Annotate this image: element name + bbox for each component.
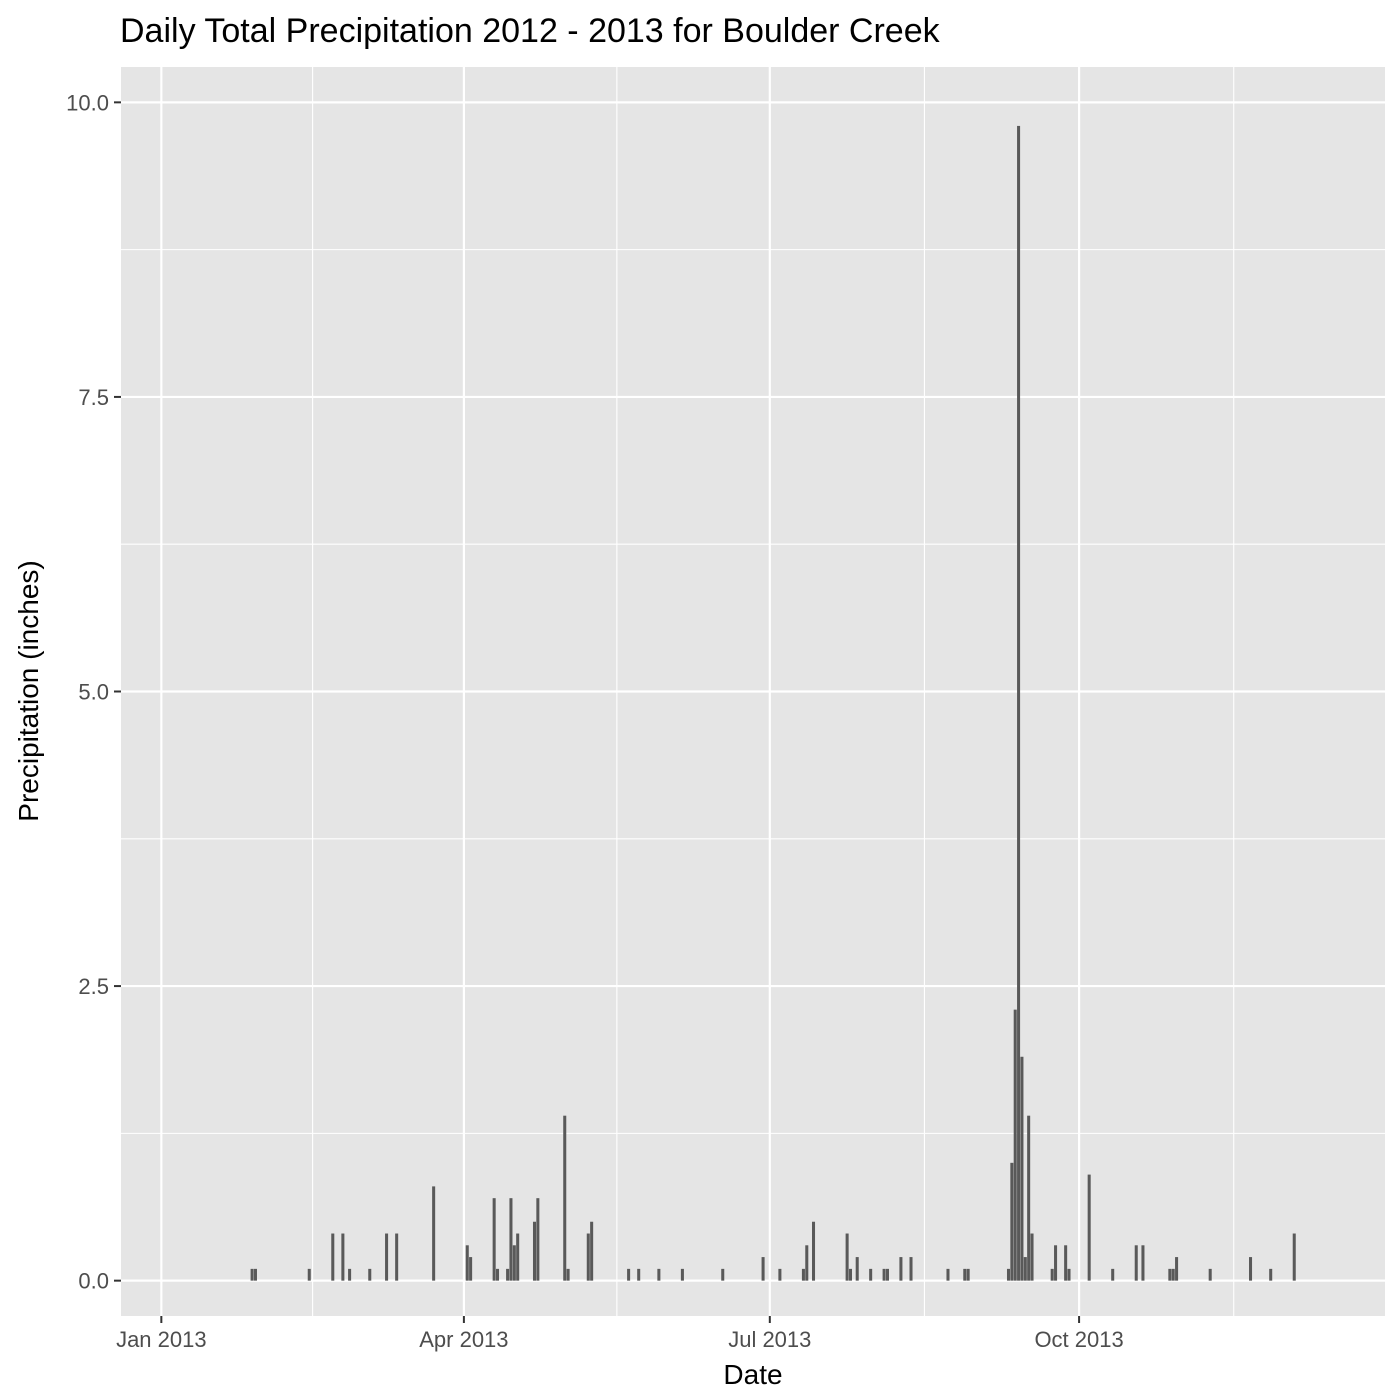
precipitation-bar: [516, 1233, 520, 1281]
precipitation-bar: [1134, 1245, 1138, 1281]
x-axis-title: Date: [723, 1359, 782, 1390]
precipitation-bar: [1054, 1245, 1058, 1281]
precipitation-bar: [536, 1198, 540, 1281]
y-tick-label: 0.0: [78, 1269, 109, 1294]
precipitation-bar: [882, 1268, 886, 1281]
precipitation-bar: [1020, 1056, 1024, 1281]
precipitation-bar: [341, 1233, 345, 1281]
chart-title: Daily Total Precipitation 2012 - 2013 fo…: [120, 12, 941, 50]
precipitation-bar: [1050, 1268, 1054, 1281]
precipitation-bar: [1027, 1115, 1031, 1281]
precipitation-bar: [680, 1268, 684, 1281]
y-tick-label: 2.5: [78, 974, 109, 999]
precipitation-bar: [946, 1268, 950, 1281]
precipitation-bar: [1030, 1233, 1034, 1281]
precipitation-bar: [845, 1233, 849, 1281]
precipitation-bar: [1023, 1257, 1027, 1281]
precipitation-bar: [848, 1268, 853, 1281]
precipitation-bar: [506, 1268, 510, 1281]
precipitation-bar: [637, 1268, 641, 1281]
precipitation-bar: [586, 1233, 590, 1281]
y-tick-label: 10.0: [66, 90, 109, 115]
precipitation-bar: [1208, 1268, 1212, 1281]
x-tick-label: Oct 2013: [1034, 1327, 1123, 1352]
precipitation-bar: [761, 1257, 765, 1281]
y-tick-label: 7.5: [78, 385, 109, 410]
precipitation-bar: [778, 1268, 782, 1281]
precipitation-bar: [1249, 1257, 1253, 1281]
major-gridlines: [121, 67, 1385, 1316]
precipitation-bar: [566, 1268, 570, 1281]
precipitation-bar: [1064, 1245, 1068, 1281]
precipitation-bar: [899, 1257, 903, 1281]
precipitation-bar: [885, 1268, 889, 1281]
precipitation-bar: [1269, 1268, 1273, 1281]
precipitation-bar: [1067, 1268, 1071, 1281]
precipitation-bar: [469, 1257, 473, 1281]
precipitation-bar: [496, 1268, 500, 1281]
x-tick-label: Apr 2013: [419, 1327, 508, 1352]
precipitation-bar: [805, 1245, 809, 1281]
precipitation-bar: [395, 1233, 399, 1281]
precipitation-bar: [909, 1257, 913, 1281]
precipitation-bar: [1010, 1162, 1014, 1281]
precipitation-bar: [1292, 1233, 1296, 1281]
precipitation-bar: [1141, 1245, 1145, 1281]
precipitation-bar: [368, 1268, 372, 1281]
precipitation-bar: [1168, 1268, 1172, 1281]
precipitation-bar: [348, 1268, 352, 1281]
precipitation-bar: [1017, 125, 1021, 1281]
x-tick-label: Jul 2013: [728, 1327, 811, 1352]
precipitation-bar: [590, 1221, 594, 1281]
precipitation-bar: [627, 1268, 631, 1281]
precipitation-bar: [432, 1186, 436, 1281]
precipitation-bar: [1171, 1268, 1175, 1281]
precipitation-bar: [250, 1268, 254, 1281]
y-axis: 0.0 2.5 5.0 7.5 10.0: [66, 90, 121, 1294]
precipitation-bar: [509, 1198, 513, 1281]
precipitation-bar: [253, 1268, 257, 1281]
precipitation-bar: [492, 1198, 496, 1281]
precipitation-bar: [385, 1233, 389, 1281]
precipitation-bar: [1006, 1268, 1011, 1281]
x-axis: Jan 2013 Apr 2013 Jul 2013 Oct 2013: [116, 1316, 1124, 1352]
precipitation-bar: [1175, 1257, 1179, 1281]
precipitation-bar: [512, 1245, 516, 1281]
precipitation-bar: [869, 1268, 873, 1281]
precipitation-bar: [1111, 1268, 1115, 1281]
precipitation-bar: [563, 1115, 567, 1281]
precipitation-bar: [721, 1268, 725, 1281]
precipitation-bar: [465, 1245, 469, 1281]
x-tick-label: Jan 2013: [116, 1327, 207, 1352]
precipitation-bar: [1013, 1009, 1017, 1281]
precipitation-bar: [963, 1268, 967, 1281]
precipitation-bar: [1087, 1174, 1091, 1281]
precipitation-bar: [855, 1257, 859, 1281]
precipitation-bar: [801, 1268, 805, 1281]
y-axis-title: Precipitation (inches): [13, 560, 44, 821]
precipitation-bar: [331, 1233, 335, 1281]
precipitation-bar: [532, 1221, 537, 1281]
y-tick-label: 5.0: [78, 680, 109, 705]
precipitation-bar: [812, 1221, 816, 1281]
precipitation-bars: [250, 125, 1296, 1281]
precipitation-bar: [966, 1268, 970, 1281]
precipitation-bar: [657, 1268, 661, 1281]
precipitation-bar: [307, 1268, 311, 1281]
